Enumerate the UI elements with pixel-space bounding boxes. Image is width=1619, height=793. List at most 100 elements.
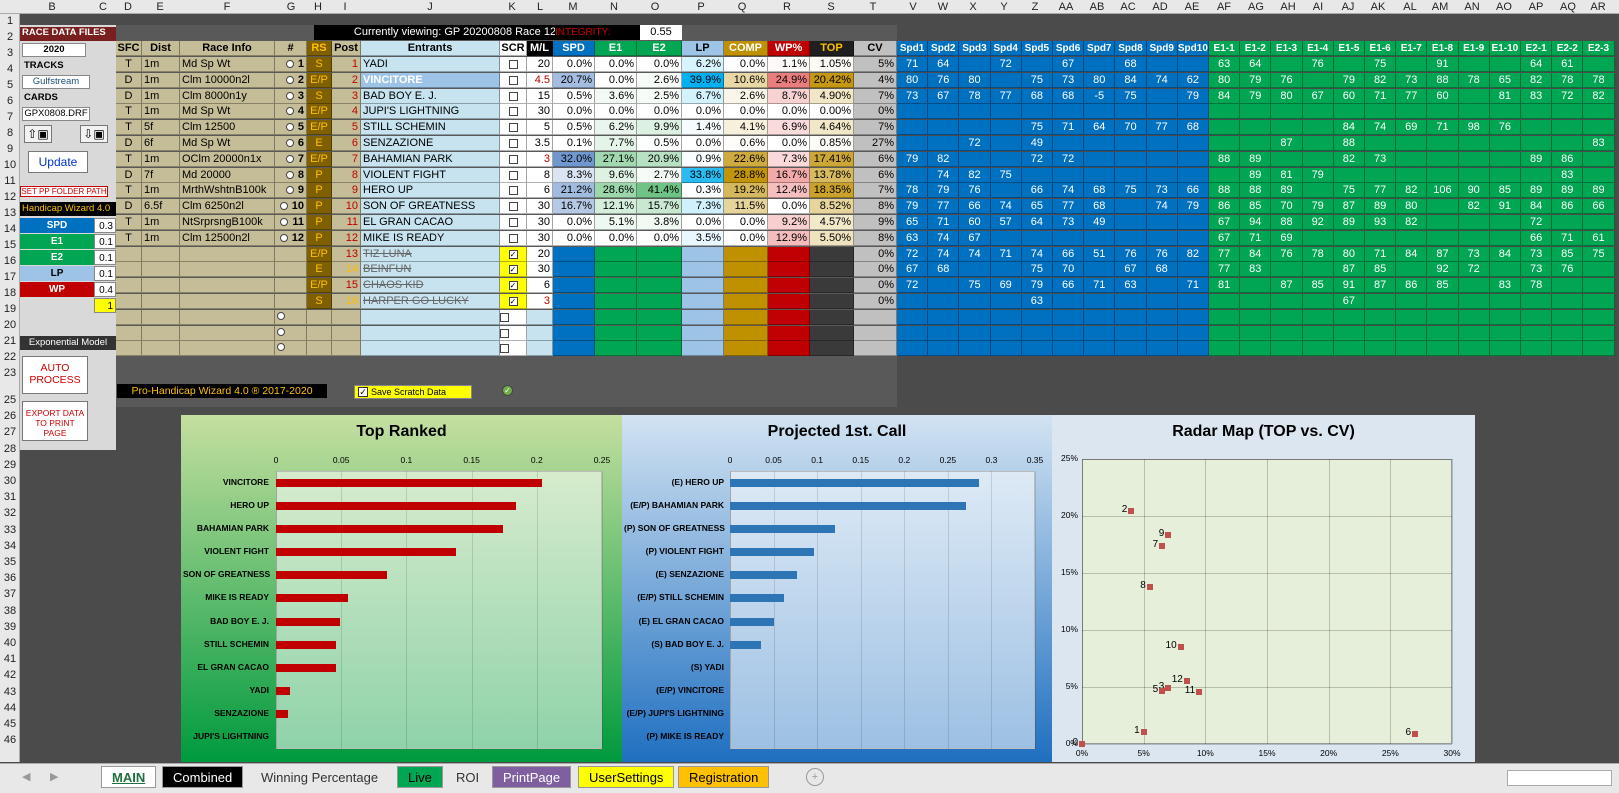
checkbox-icon[interactable]: ✓: [508, 249, 518, 259]
weight-value[interactable]: 0.3: [94, 218, 116, 233]
cell-program-number[interactable]: 3: [275, 88, 307, 104]
tab-usersettings[interactable]: UserSettings: [578, 766, 675, 788]
checkbox-icon[interactable]: [508, 139, 518, 148]
horizontal-scrollbar[interactable]: [1507, 770, 1612, 786]
year-field[interactable]: 2020: [22, 43, 86, 57]
radio-icon[interactable]: [285, 107, 294, 116]
checkbox-icon[interactable]: ✓: [508, 281, 518, 291]
radio-icon[interactable]: [285, 75, 294, 84]
cell-run-style: E: [307, 262, 332, 278]
cell-program-number[interactable]: 9: [275, 183, 307, 199]
cell-program-number[interactable]: 6: [275, 136, 307, 151]
tab-main[interactable]: MAIN: [101, 766, 157, 788]
cell-program-number[interactable]: [275, 294, 307, 309]
tab-winning-percentage[interactable]: Winning Percentage: [250, 766, 390, 788]
cell-program-number[interactable]: [275, 246, 307, 262]
radio-icon[interactable]: [280, 218, 289, 227]
tab-roi[interactable]: ROI: [445, 766, 491, 788]
cell-program-number[interactable]: [275, 278, 307, 294]
checkbox-icon[interactable]: [508, 91, 518, 101]
cell-program-number[interactable]: 2: [275, 72, 307, 88]
cell-scratch[interactable]: [500, 72, 527, 88]
tab-combined[interactable]: Combined: [162, 766, 244, 788]
cell-scratch[interactable]: [500, 104, 527, 120]
checkbox-icon[interactable]: ✓: [508, 297, 518, 306]
cell-program-number[interactable]: 4: [275, 104, 307, 120]
cell-scratch[interactable]: [500, 136, 527, 151]
save-scratch-checkbox[interactable]: ✓ Save Scratch Data: [354, 385, 472, 399]
checkbox-icon[interactable]: [508, 170, 518, 180]
tab-printpage[interactable]: PrintPage: [492, 766, 572, 788]
auto-process-button[interactable]: AUTO PROCESS: [22, 356, 88, 394]
cell-program-number[interactable]: 7: [275, 151, 307, 167]
cell-program-number[interactable]: 1: [275, 57, 307, 72]
cell-scratch[interactable]: [500, 88, 527, 104]
radio-icon[interactable]: [277, 311, 285, 320]
cell-program-number[interactable]: [275, 262, 307, 278]
tab-live[interactable]: Live: [397, 766, 443, 788]
radio-icon[interactable]: [285, 60, 294, 69]
tab-registration[interactable]: Registration: [678, 766, 770, 788]
cell-scratch[interactable]: [500, 183, 527, 199]
checkbox-icon[interactable]: [508, 218, 518, 227]
tab-scroll-left-icon[interactable]: ◀: [22, 771, 31, 783]
checkbox-icon[interactable]: [500, 344, 509, 354]
weight-value[interactable]: 0.1: [94, 266, 116, 281]
cell-program-number[interactable]: 11: [275, 215, 307, 230]
cell-program-number[interactable]: 8: [275, 167, 307, 183]
set-pp-folder-button[interactable]: SET PP FOLDER PATH: [20, 186, 108, 197]
track-select[interactable]: Gulfstream: [22, 75, 90, 89]
cell-scratch[interactable]: [500, 230, 527, 246]
checkbox-icon[interactable]: [508, 186, 518, 196]
checkbox-icon[interactable]: [508, 233, 518, 243]
weight-value[interactable]: 0.1: [94, 234, 116, 249]
radio-icon[interactable]: [279, 233, 288, 242]
checkbox-icon[interactable]: [508, 123, 518, 133]
checkbox-icon[interactable]: [500, 328, 509, 338]
card-select[interactable]: GPX0808.DRF: [22, 107, 90, 121]
radio-icon[interactable]: [285, 139, 294, 148]
radio-icon[interactable]: [277, 343, 285, 352]
radio-icon[interactable]: [285, 91, 294, 100]
cell-scratch[interactable]: [500, 199, 527, 215]
radio-icon[interactable]: [285, 154, 294, 163]
export-print-button[interactable]: EXPORT DATA TO PRINT PAGE: [22, 401, 88, 441]
cell-scratch[interactable]: [500, 57, 527, 72]
cell-scratch[interactable]: ✓: [500, 262, 527, 278]
checkbox-icon[interactable]: [508, 107, 518, 117]
checkbox-icon[interactable]: [508, 60, 518, 69]
cell-scratch[interactable]: [500, 120, 527, 136]
radio-icon[interactable]: [285, 123, 294, 132]
spd-fig-cell: [897, 167, 929, 183]
cell-scratch[interactable]: ✓: [500, 278, 527, 294]
update-button[interactable]: Update: [28, 151, 88, 173]
radio-icon[interactable]: [279, 202, 288, 211]
add-sheet-icon[interactable]: +: [806, 768, 824, 786]
cell-scratch[interactable]: [500, 151, 527, 167]
checkbox-icon[interactable]: [508, 154, 518, 164]
e-fig-cell: [1552, 341, 1584, 357]
tab-scroll-right-icon[interactable]: ▶: [50, 771, 59, 783]
weight-value[interactable]: 0.4: [94, 282, 116, 297]
checkbox-icon[interactable]: [500, 312, 509, 322]
cell-scratch[interactable]: [500, 167, 527, 183]
cell-program-number[interactable]: 12: [275, 230, 307, 246]
checkbox-icon[interactable]: ✓: [508, 265, 518, 275]
cell-program-number[interactable]: 5: [275, 120, 307, 136]
weight-total[interactable]: 1: [94, 298, 116, 313]
gridline: [947, 471, 949, 749]
checkbox-icon[interactable]: [508, 202, 518, 212]
cell-scratch[interactable]: [500, 215, 527, 230]
spd-fig-cell: [1115, 215, 1147, 230]
radio-icon[interactable]: [285, 170, 294, 179]
cell-scratch[interactable]: ✓: [500, 294, 527, 309]
integrity-value[interactable]: 0.55: [640, 25, 682, 40]
export-icon[interactable]: ⇩▣: [80, 125, 108, 143]
cell-program-number[interactable]: 10: [275, 199, 307, 215]
cell-scratch[interactable]: ✓: [500, 246, 527, 262]
import-icon[interactable]: ⇧▣: [24, 125, 52, 143]
weight-value[interactable]: 0.1: [94, 250, 116, 265]
radio-icon[interactable]: [277, 327, 285, 336]
checkbox-icon[interactable]: [508, 75, 518, 85]
radio-icon[interactable]: [285, 186, 294, 195]
